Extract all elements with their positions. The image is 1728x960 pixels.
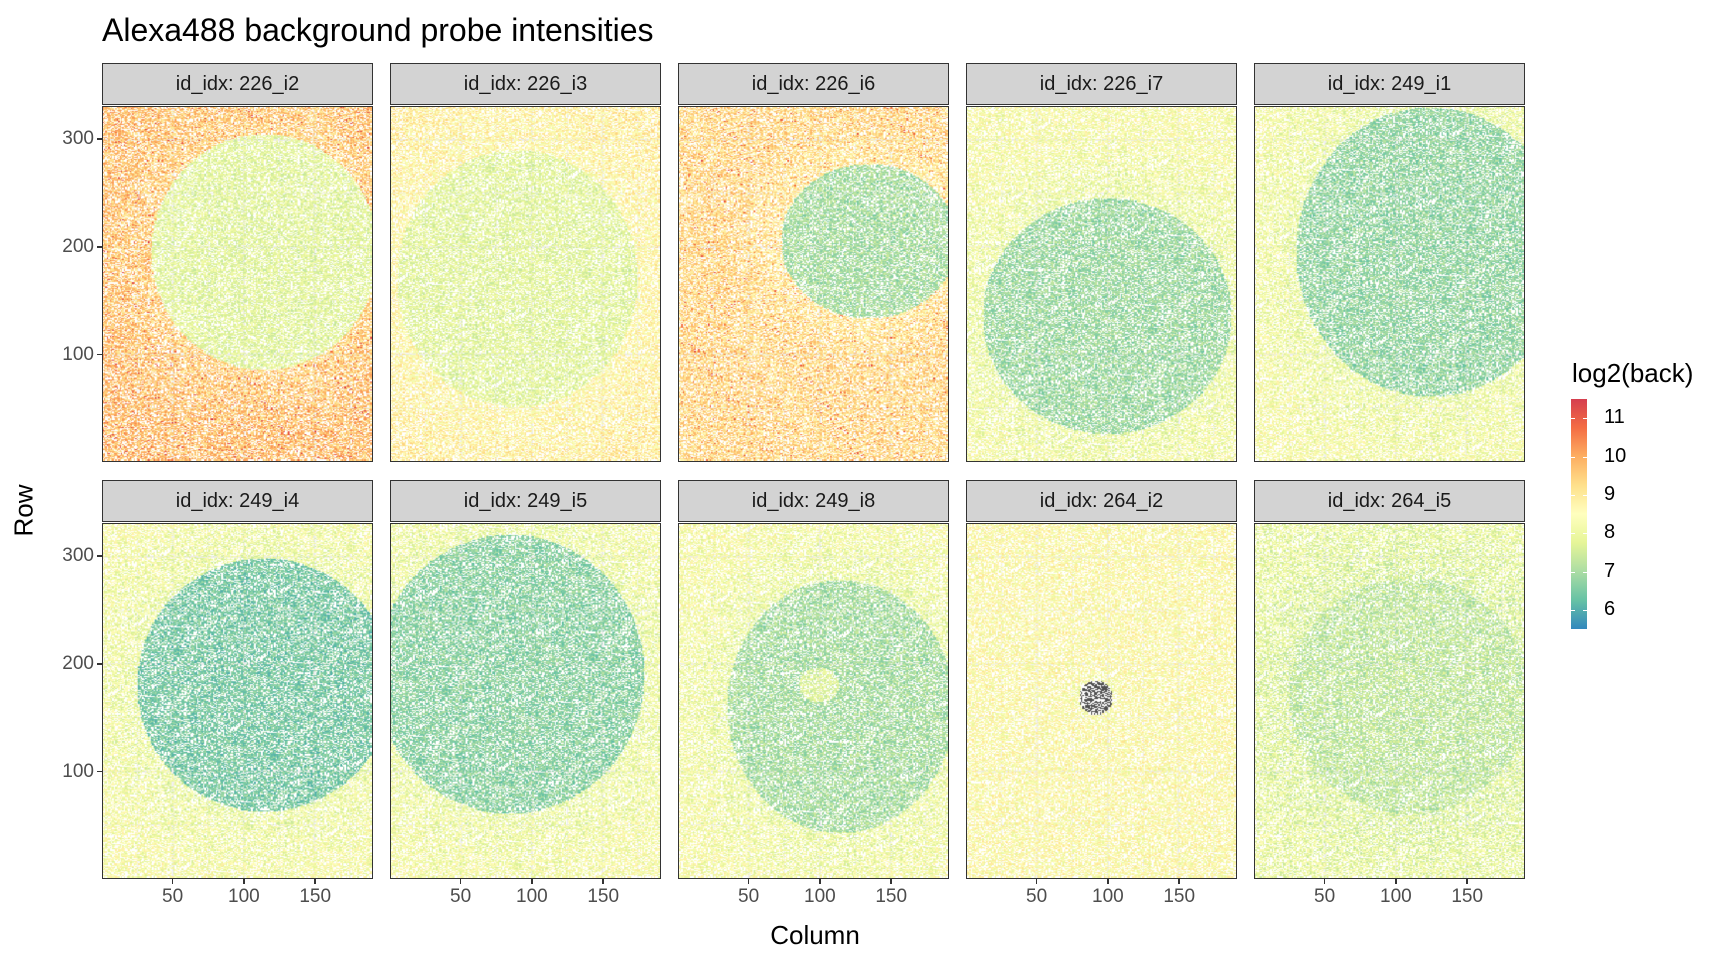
x-tick-label: 150 (875, 886, 908, 907)
x-tick-mark (1178, 879, 1180, 884)
legend-tick-label: 11 (1604, 406, 1625, 429)
y-tick-label: 100 (62, 760, 94, 782)
facet-panel-249_i4 (102, 523, 373, 879)
x-tick-mark (890, 879, 892, 884)
heatmap-249_i8 (679, 524, 948, 878)
x-tick-label: 150 (1163, 886, 1196, 907)
y-tick-mark (97, 353, 102, 356)
facet-panel-264_i5 (1254, 523, 1525, 879)
x-tick-label: 50 (450, 886, 472, 907)
legend-tick-label: 9 (1604, 482, 1616, 505)
x-tick-mark (747, 879, 750, 884)
x-tick-mark (1107, 879, 1109, 884)
legend-tick-mark (1571, 456, 1575, 458)
facet-strip: id_idx: 226_i2 (102, 63, 373, 105)
x-tick-label: 100 (1380, 886, 1412, 907)
legend-title: log2(back) (1572, 358, 1694, 388)
x-tick-mark (171, 879, 174, 884)
y-tick-label: 300 (62, 544, 94, 566)
facet-panel-226_i3 (390, 106, 661, 462)
facet-panel-226_i6 (678, 106, 949, 462)
legend-tick-label: 6 (1604, 597, 1616, 620)
facet-strip: id_idx: 249_i4 (102, 480, 373, 522)
facet-panel-249_i8 (678, 523, 949, 879)
x-tick-label: 50 (1026, 886, 1048, 907)
x-tick-label: 150 (1451, 886, 1484, 907)
legend-tick-mark (1571, 418, 1575, 420)
x-tick-label: 150 (299, 886, 332, 907)
x-tick-label: 50 (162, 886, 184, 907)
legend-tick-mark (1583, 609, 1587, 611)
facet-strip: id_idx: 249_i5 (390, 480, 661, 522)
x-tick-mark (531, 879, 533, 884)
y-tick-mark (97, 246, 102, 248)
legend-tick-label: 8 (1604, 521, 1616, 544)
x-tick-label: 100 (516, 886, 548, 907)
y-tick-label: 200 (62, 652, 94, 674)
heatmap-226_i3 (391, 107, 660, 461)
heatmap-226_i2 (103, 107, 372, 461)
y-tick-label: 300 (62, 127, 94, 149)
y-tick-mark (97, 138, 102, 140)
x-tick-mark (459, 879, 462, 884)
x-tick-mark (819, 879, 821, 884)
legend-tick-mark (1583, 494, 1587, 496)
x-tick-mark (1035, 879, 1038, 884)
heatmap-249_i4 (103, 524, 372, 878)
facet-strip: id_idx: 264_i2 (966, 480, 1237, 522)
facet-panel-226_i7 (966, 106, 1237, 462)
y-tick-mark (97, 770, 102, 773)
facet-strip: id_idx: 249_i8 (678, 480, 949, 522)
facet-strip: id_idx: 226_i3 (390, 63, 661, 105)
x-tick-label: 100 (1092, 886, 1124, 907)
x-tick-label: 50 (738, 886, 760, 907)
legend-colorbar (1571, 399, 1587, 629)
facet-strip: id_idx: 264_i5 (1254, 480, 1525, 522)
legend-tick-mark (1583, 533, 1587, 535)
heatmap-264_i2 (967, 524, 1236, 878)
x-tick-mark (602, 879, 604, 884)
x-tick-label: 150 (587, 886, 620, 907)
legend-tick-mark (1583, 418, 1587, 420)
y-tick-label: 200 (62, 235, 94, 257)
legend-tick-mark (1571, 609, 1575, 611)
facet-strip: id_idx: 226_i7 (966, 63, 1237, 105)
y-axis-label: Row (8, 484, 39, 537)
y-tick-label: 100 (62, 343, 94, 365)
chart-title: Alexa488 background probe intensities (102, 12, 654, 48)
facet-strip: id_idx: 249_i1 (1254, 63, 1525, 105)
x-tick-mark (1323, 879, 1326, 884)
legend-tick-mark (1571, 571, 1575, 573)
x-tick-mark (1395, 879, 1397, 884)
x-tick-mark (314, 879, 316, 884)
legend-tick-label: 10 (1604, 444, 1627, 467)
heatmap-226_i7 (967, 107, 1236, 461)
legend-tick-label: 7 (1604, 559, 1616, 582)
facet-strip: id_idx: 226_i6 (678, 63, 949, 105)
heatmap-226_i6 (679, 107, 948, 461)
y-tick-mark (97, 663, 102, 665)
heatmap-249_i5 (391, 524, 660, 878)
y-tick-mark (97, 555, 102, 557)
facet-panel-249_i5 (390, 523, 661, 879)
legend-tick-mark (1583, 456, 1587, 458)
facet-panel-226_i2 (102, 106, 373, 462)
facet-panel-249_i1 (1254, 106, 1525, 462)
x-tick-mark (243, 879, 245, 884)
legend-tick-mark (1571, 533, 1575, 535)
heatmap-249_i1 (1255, 107, 1524, 461)
x-tick-label: 100 (804, 886, 836, 907)
x-tick-mark (1466, 879, 1468, 884)
x-tick-label: 100 (228, 886, 260, 907)
legend-tick-mark (1583, 571, 1587, 573)
facet-panel-264_i2 (966, 523, 1237, 879)
x-axis-label: Column (770, 920, 860, 950)
heatmap-264_i5 (1255, 524, 1524, 878)
legend-tick-mark (1571, 494, 1575, 496)
x-tick-label: 50 (1314, 886, 1336, 907)
